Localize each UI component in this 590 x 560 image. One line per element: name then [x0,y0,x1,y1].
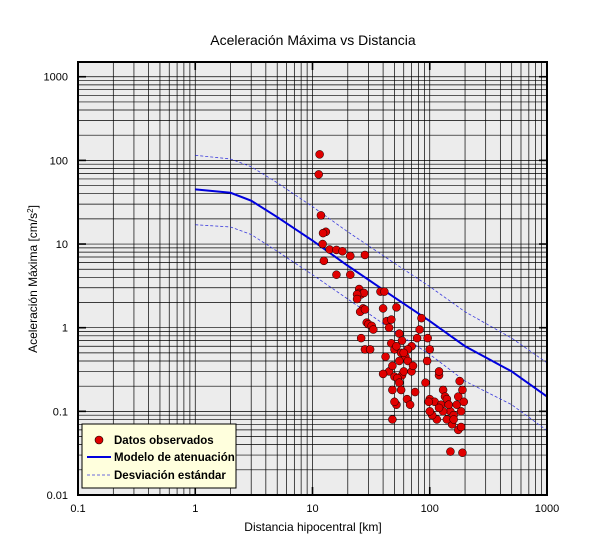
data-point [458,448,467,457]
data-point [399,348,408,358]
data-point [346,251,355,261]
y-axis-label-sup: 2 [26,208,35,213]
data-point [352,294,362,304]
y-axis-label-main: Aceleración Máxima [cm/s [26,213,40,353]
data-point [318,239,327,249]
data-point [338,247,347,256]
std-lower-line [195,224,548,431]
data-point [456,407,466,416]
data-point [378,304,388,313]
data-point [388,361,397,371]
data-point [458,385,467,395]
data-point [387,315,396,324]
data-point [454,392,463,401]
legend-label-desviacion: Desviación estándar [114,470,226,482]
data-point [396,385,406,395]
data-point [384,323,394,332]
data-point [449,415,458,424]
data-point [399,367,408,376]
legend-label-modelo: Modelo de atenuación [114,452,235,464]
data-point [444,400,453,409]
data-point [395,378,404,387]
data-point [381,352,390,361]
data-point [412,333,422,343]
series-layer [195,150,548,457]
legend-marker-icon [94,435,104,445]
data-point [318,228,328,238]
legend-label-datos: Datos observados [114,435,214,447]
x-tick-label: 100 [421,503,439,515]
data-point [434,403,444,413]
data-point [388,385,397,395]
model-line [195,188,548,398]
data-point [314,170,323,179]
x-tick-label: 0.1 [70,503,85,515]
data-point [455,376,464,386]
x-tick-label: 1 [192,503,198,515]
data-point [417,313,426,323]
y-tick-label: 1 [62,323,68,335]
grid-lines [77,62,547,496]
legend: Datos observados Modelo de atenuación De… [81,423,237,489]
chart-title: Aceleración Máxima vs Distancia [210,32,416,48]
data-point [422,356,432,366]
data-point [424,397,433,407]
data-point [390,397,399,407]
data-point [423,333,432,343]
data-point [408,361,418,371]
data-point [359,288,369,298]
y-tick-label: 0.01 [47,490,68,502]
y-axis-label-end: ] [26,205,40,208]
data-point [380,287,389,296]
x-axis-label: Distancia hipocentral [km] [244,520,381,534]
data-point [316,211,326,220]
data-point [395,356,404,366]
y-tick-label: 100 [50,155,68,167]
data-point [415,325,424,334]
data-point [315,150,324,159]
data-point [392,303,401,312]
data-point [369,325,378,334]
data-point [434,367,444,376]
data-point [346,270,355,279]
y-tick-label: 10 [56,239,68,251]
data-point [395,329,404,338]
data-point [356,333,366,343]
data-point [456,422,466,432]
data-point [319,256,329,266]
y-tick-label: 1000 [44,72,68,84]
data-point [388,415,397,424]
data-point [421,378,430,387]
x-tick-label: 1000 [535,503,559,515]
data-point [405,400,415,409]
data-point [332,270,341,279]
y-axis-label: Aceleración Máxima [cm/s2] [26,205,41,353]
y-tick-label: 0.1 [53,406,68,418]
data-point [378,369,388,379]
data-point [360,305,370,314]
data-point [392,342,401,351]
plot-frame [77,61,548,496]
data-point [365,345,375,354]
data-point [360,250,370,260]
x-tick-label: 10 [306,503,318,515]
std-upper-line [195,154,548,364]
data-point [425,407,434,416]
data-point [403,356,413,366]
data-point [410,387,420,397]
data-point [446,447,455,456]
data-point [425,345,434,354]
data-point [459,397,469,407]
data-point [397,336,407,345]
